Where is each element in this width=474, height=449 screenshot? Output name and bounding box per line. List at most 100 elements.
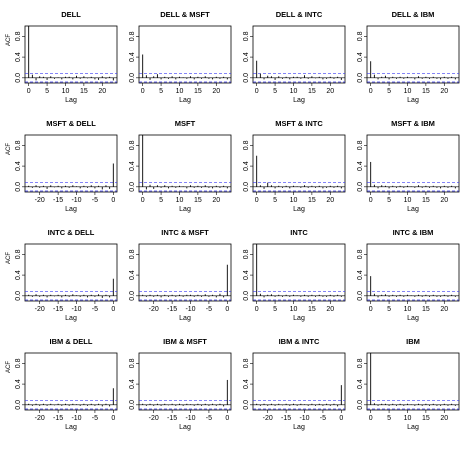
x-axis-label: Lag (179, 206, 191, 213)
panel-frame (138, 352, 232, 411)
panel-frame (366, 243, 460, 302)
x-tick-label: 0 (111, 197, 115, 204)
y-tick-label: 0.8 (243, 140, 250, 150)
x-tick-label: 5 (159, 88, 163, 95)
x-tick-label: 20 (440, 88, 448, 95)
panel-frame (24, 352, 118, 411)
y-tick-label: 0.4 (243, 379, 250, 389)
y-tick-label: 0.4 (15, 52, 22, 62)
y-tick-label: 0.8 (243, 249, 250, 259)
x-tick-label: -5 (92, 306, 98, 313)
x-tick-label: -15 (53, 306, 63, 313)
x-tick-label: 0 (27, 88, 31, 95)
panel-title: MSFT & IBM (391, 119, 435, 128)
y-axis-label: ACF (6, 143, 12, 155)
panel-title: IBM & DELL (50, 337, 93, 346)
x-axis-label: Lag (179, 97, 191, 104)
panel-title: INTC & MSFT (161, 228, 209, 237)
x-tick-label: 10 (404, 88, 412, 95)
x-tick-label: 20 (326, 306, 334, 313)
y-tick-label: 0.4 (357, 379, 364, 389)
x-tick-label: -5 (320, 415, 326, 422)
x-axis-label: Lag (293, 315, 305, 322)
x-tick-label: 15 (194, 197, 202, 204)
x-tick-label: 15 (422, 88, 430, 95)
x-tick-label: 15 (194, 88, 202, 95)
y-tick-label: 0.8 (15, 249, 22, 259)
x-tick-label: -15 (53, 415, 63, 422)
x-tick-label: -15 (167, 415, 177, 422)
x-tick-label: 20 (326, 197, 334, 204)
panel-frame (252, 243, 346, 302)
x-tick-label: -20 (263, 415, 273, 422)
y-tick-label: 0.8 (357, 31, 364, 41)
x-tick-label: -5 (92, 415, 98, 422)
x-tick-label: 20 (212, 197, 220, 204)
panel-frame (252, 25, 346, 84)
y-tick-label: 0.4 (129, 161, 136, 171)
x-tick-label: -15 (53, 197, 63, 204)
y-tick-label: 0.8 (357, 140, 364, 150)
x-tick-label: 20 (212, 88, 220, 95)
y-tick-label: 0.0 (357, 73, 364, 83)
x-axis-label: Lag (293, 424, 305, 431)
x-tick-label: 15 (308, 88, 316, 95)
panel-frame (366, 25, 460, 84)
x-axis-label: Lag (407, 424, 419, 431)
y-tick-label: 0.0 (15, 182, 22, 192)
panel-title: MSFT (175, 119, 196, 128)
x-tick-label: 15 (308, 197, 316, 204)
x-tick-label: -5 (206, 306, 212, 313)
x-tick-label: 0 (339, 415, 343, 422)
x-tick-label: 20 (98, 88, 106, 95)
panel-frame (252, 352, 346, 411)
x-tick-label: 10 (176, 197, 184, 204)
y-tick-label: 0.4 (357, 161, 364, 171)
y-tick-label: 0.4 (243, 161, 250, 171)
y-tick-label: 0.4 (129, 379, 136, 389)
x-tick-label: 0 (111, 415, 115, 422)
x-tick-label: 10 (290, 88, 298, 95)
y-tick-label: 0.8 (129, 140, 136, 150)
x-tick-label: -10 (71, 415, 81, 422)
x-axis-label: Lag (65, 315, 77, 322)
x-tick-label: 10 (62, 88, 70, 95)
y-tick-label: 0.8 (243, 31, 250, 41)
x-axis-label: Lag (293, 206, 305, 213)
panel-title: IBM (406, 337, 420, 346)
x-tick-label: 20 (440, 306, 448, 313)
panel-title: DELL & IBM (392, 10, 435, 19)
x-tick-label: 20 (440, 415, 448, 422)
x-tick-label: 20 (440, 197, 448, 204)
x-tick-label: -5 (206, 415, 212, 422)
y-axis-label: ACF (6, 34, 12, 46)
y-tick-label: 0.0 (357, 400, 364, 410)
y-tick-label: 0.8 (129, 31, 136, 41)
y-tick-label: 0.0 (243, 182, 250, 192)
x-tick-label: 0 (369, 415, 373, 422)
y-axis-label: ACF (6, 361, 12, 373)
x-tick-label: -5 (92, 197, 98, 204)
x-tick-label: 5 (273, 88, 277, 95)
x-tick-label: -10 (71, 197, 81, 204)
panel-frame (138, 25, 232, 84)
panel-frame (24, 243, 118, 302)
panel-title: INTC & DELL (48, 228, 95, 237)
x-tick-label: -10 (185, 306, 195, 313)
y-tick-label: 0.4 (243, 52, 250, 62)
panel-title: MSFT & INTC (275, 119, 323, 128)
x-tick-label: 0 (369, 88, 373, 95)
y-axis-label: ACF (6, 252, 12, 264)
panel-frame (24, 25, 118, 84)
x-axis-label: Lag (293, 97, 305, 104)
x-tick-label: 15 (80, 88, 88, 95)
y-tick-label: 0.0 (15, 400, 22, 410)
x-tick-label: 0 (369, 306, 373, 313)
x-tick-label: 10 (290, 197, 298, 204)
y-tick-label: 0.0 (129, 291, 136, 301)
y-tick-label: 0.8 (129, 358, 136, 368)
x-tick-label: -20 (149, 415, 159, 422)
panel-frame (366, 134, 460, 193)
x-tick-label: 5 (45, 88, 49, 95)
